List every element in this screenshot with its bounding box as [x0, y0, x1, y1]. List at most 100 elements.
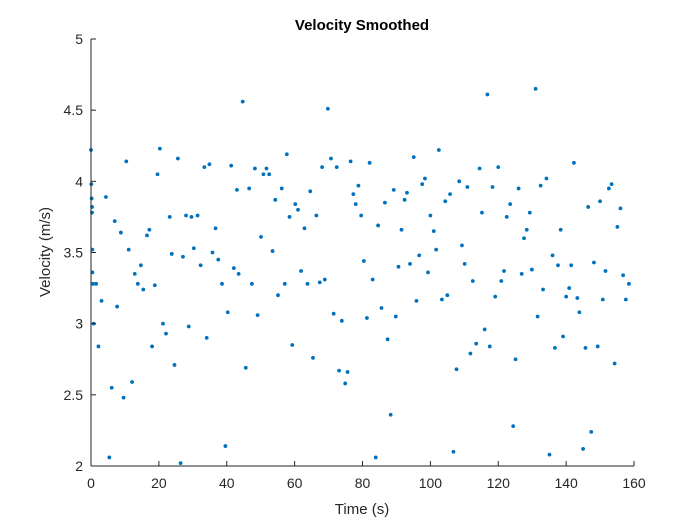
data-point: [302, 226, 307, 231]
data-point: [235, 187, 239, 192]
data-point: [399, 227, 404, 232]
x-axis-label: Time (s): [335, 501, 389, 518]
data-point: [504, 215, 509, 219]
y-tick-label: 4.5: [64, 102, 84, 118]
data-point: [178, 461, 183, 466]
data-point: [603, 269, 608, 273]
y-tick-label: 3: [75, 316, 83, 332]
data-point: [426, 270, 430, 275]
data-point: [270, 249, 275, 253]
data-point: [118, 230, 123, 235]
data-point: [96, 344, 101, 349]
data-point: [175, 156, 180, 161]
data-point: [198, 263, 203, 268]
data-point: [365, 316, 369, 320]
data-point: [191, 246, 196, 251]
data-point: [405, 190, 409, 195]
data-point: [627, 281, 631, 286]
data-point: [623, 297, 628, 302]
data-point: [402, 197, 407, 202]
data-point: [296, 207, 300, 212]
data-point: [589, 429, 594, 434]
data-point: [311, 355, 315, 360]
data-point: [337, 368, 341, 373]
data-point: [511, 424, 516, 429]
data-point: [220, 281, 224, 286]
data-point: [147, 227, 152, 232]
data-point: [411, 155, 416, 160]
data-point: [592, 260, 596, 265]
data-point: [606, 186, 611, 191]
data-point: [480, 210, 484, 215]
data-point: [621, 273, 626, 278]
data-point: [519, 271, 524, 276]
data-point: [569, 263, 574, 268]
data-point: [353, 202, 358, 207]
data-point: [124, 159, 129, 164]
data-point: [414, 298, 419, 303]
data-point: [367, 160, 372, 165]
data-point: [94, 281, 98, 286]
data-point: [329, 156, 333, 161]
data-point: [423, 176, 427, 181]
y-tick-label: 3.5: [64, 245, 84, 261]
data-point: [541, 287, 545, 292]
data-point: [513, 357, 518, 362]
data-point: [385, 337, 390, 342]
data-point: [581, 447, 585, 451]
data-point: [564, 294, 569, 299]
data-point: [533, 86, 538, 91]
data-point: [132, 271, 137, 276]
data-point: [204, 336, 209, 340]
data-point: [293, 202, 298, 207]
data-point: [356, 183, 361, 188]
y-tick-label: 2.5: [64, 387, 84, 403]
x-tick-label: 0: [87, 475, 95, 491]
data-point: [317, 280, 322, 285]
data-point: [440, 297, 444, 302]
data-point: [259, 234, 263, 239]
data-point: [529, 267, 534, 272]
data-point: [485, 92, 490, 97]
data-point: [493, 294, 498, 299]
data-point: [474, 341, 479, 346]
chart-title: Velocity Smoothed: [295, 17, 429, 34]
data-point: [172, 363, 177, 367]
data-point: [89, 196, 94, 201]
data-point: [167, 215, 172, 219]
data-point: [213, 226, 218, 231]
x-tick-label: 60: [287, 475, 303, 491]
data-point: [612, 361, 617, 366]
data-point: [361, 259, 366, 263]
data-point: [470, 279, 475, 283]
data-point: [434, 247, 439, 252]
data-point: [184, 213, 188, 218]
data-point: [348, 159, 353, 164]
data-point: [431, 229, 436, 234]
data-points: [89, 86, 631, 466]
data-point: [465, 185, 470, 189]
data-point: [462, 261, 467, 266]
data-point: [583, 345, 588, 350]
data-point: [556, 263, 560, 268]
data-point: [550, 253, 555, 258]
data-point: [609, 182, 614, 187]
data-point: [155, 172, 160, 177]
data-point: [264, 166, 269, 171]
data-point: [308, 189, 313, 194]
data-point: [236, 271, 241, 276]
data-point: [267, 172, 272, 177]
x-tick-label: 100: [419, 475, 443, 491]
data-point: [121, 395, 126, 400]
data-point: [558, 227, 563, 232]
data-point: [454, 367, 459, 372]
data-point: [538, 183, 543, 188]
data-point: [575, 296, 580, 300]
data-point: [325, 106, 330, 111]
data-point: [376, 223, 381, 228]
data-point: [370, 277, 375, 282]
data-point: [345, 370, 350, 374]
data-point: [468, 351, 473, 356]
data-point: [359, 213, 364, 218]
data-point: [99, 298, 104, 303]
